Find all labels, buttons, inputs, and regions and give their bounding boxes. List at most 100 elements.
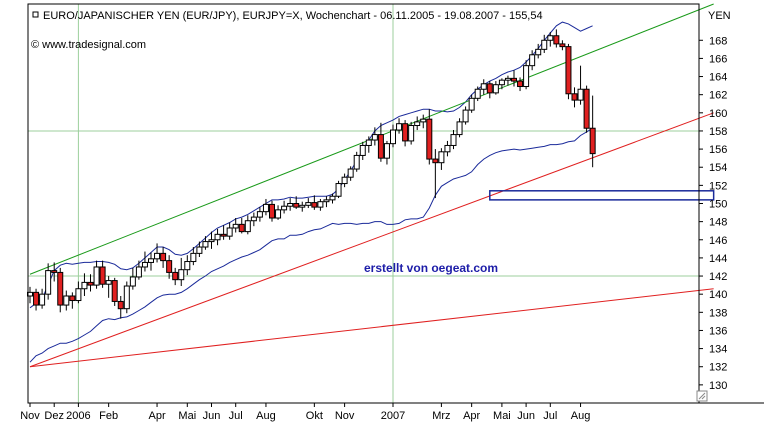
candle-body <box>577 88 584 101</box>
candle-body <box>589 127 596 155</box>
candle-body <box>81 281 88 290</box>
candle-body <box>105 280 112 285</box>
x-tick-label: Nov <box>20 410 40 422</box>
candle-body <box>474 88 481 99</box>
candle-body <box>129 276 136 287</box>
support-level-box <box>489 190 715 201</box>
candle-body <box>293 203 300 208</box>
x-tick-label: Dez <box>44 410 64 422</box>
x-tick-label: Mrz <box>432 410 450 422</box>
candle-body <box>287 203 294 207</box>
lower-channel-line <box>29 112 714 368</box>
y-tick-label: 146 <box>709 235 727 247</box>
candle-body <box>281 205 288 211</box>
candle-body <box>444 144 451 153</box>
x-tick-label: 2007 <box>381 410 405 422</box>
candle-body <box>426 118 433 160</box>
candle-body <box>202 241 209 248</box>
candle-body <box>250 216 257 222</box>
x-axis: Nov Dez 2006 Feb Apr Mai Jun Jul Aug Okt Nov 2007 Mr… <box>20 403 590 422</box>
candle-body <box>498 79 505 86</box>
candle-body <box>262 203 269 213</box>
y-tick-label: 164 <box>709 72 727 84</box>
trend-lines <box>29 3 715 368</box>
x-tick-label: Aug <box>571 410 591 422</box>
y-tick-label: 162 <box>709 90 727 102</box>
x-tick-label: Nov <box>335 410 355 422</box>
candle-body <box>226 227 233 237</box>
candle-body <box>420 118 427 123</box>
y-tick-label: 130 <box>709 380 727 392</box>
candle-body <box>93 266 100 286</box>
candle-body <box>57 271 64 306</box>
candle-body <box>353 154 360 170</box>
y-tick-label: 140 <box>709 289 727 301</box>
y-tick-label: 132 <box>709 362 727 374</box>
candles <box>27 29 596 319</box>
candle-body <box>232 223 239 229</box>
resize-grip-icon[interactable] <box>696 390 708 402</box>
candle-body <box>414 121 421 127</box>
watermark: erstellt von oegeat.com <box>364 261 498 275</box>
candle-body <box>166 260 173 273</box>
candle-body <box>504 77 511 81</box>
candle-body <box>396 123 403 131</box>
candle-body <box>269 203 275 219</box>
candle-body <box>323 199 330 203</box>
candle-body <box>238 223 245 233</box>
candle-body <box>160 252 167 262</box>
candle-body <box>45 270 52 295</box>
candle-body <box>492 84 499 94</box>
candle-body <box>311 202 318 208</box>
candle-body <box>480 83 487 90</box>
candle-body <box>565 46 572 95</box>
y-tick-label: 154 <box>709 162 727 174</box>
candle-body <box>317 201 324 208</box>
candle-body <box>377 134 384 159</box>
candle-body <box>123 285 130 310</box>
x-tick-label: 2006 <box>66 410 90 422</box>
candle-body <box>178 269 185 281</box>
candle-body <box>190 252 197 263</box>
candle-body <box>456 121 463 136</box>
y-tick-label: 138 <box>709 307 727 319</box>
x-tick-label: Jul <box>543 410 557 422</box>
candle-body <box>553 35 560 45</box>
candle-body <box>148 258 154 263</box>
candle-body <box>438 151 445 164</box>
y-tick-label: 150 <box>709 199 727 211</box>
candle-body <box>33 291 40 306</box>
candle-body <box>87 281 94 286</box>
plot-background <box>28 4 699 403</box>
candle-body <box>341 176 348 185</box>
candle-body <box>329 195 336 201</box>
candle-body <box>117 300 124 310</box>
candle-body <box>359 144 366 156</box>
candle-body <box>275 209 282 219</box>
candle-body <box>486 83 493 94</box>
bands <box>29 21 593 363</box>
lower-band-line <box>29 127 593 363</box>
y-tick-label: 148 <box>709 217 727 229</box>
candle-body <box>208 239 215 243</box>
candle-body <box>51 270 58 273</box>
candle-body <box>517 80 524 88</box>
candle-body <box>220 233 227 237</box>
candle-body <box>402 123 409 142</box>
source-label: © www.tradesignal.com <box>31 39 146 51</box>
x-tick-label: Jun <box>517 410 535 422</box>
x-tick-label: Mai <box>493 410 511 422</box>
candle-body <box>172 271 179 281</box>
candle-body <box>547 35 554 41</box>
legend-marker <box>32 11 39 18</box>
candle-body <box>511 77 517 82</box>
y-tick-label: 152 <box>709 180 727 192</box>
upper-band-line <box>29 21 593 309</box>
candle-body <box>541 39 548 50</box>
y-axis: 130 132 134 136 138 140 142 144 146 148 150 152 154 1… <box>699 35 727 392</box>
candle-body <box>529 54 536 67</box>
upper-channel-line <box>29 3 714 275</box>
y-tick-label: 166 <box>709 53 727 65</box>
chart-title: EURO/JAPANISCHER YEN (EUR/JPY), EURJPY=X… <box>43 10 543 22</box>
